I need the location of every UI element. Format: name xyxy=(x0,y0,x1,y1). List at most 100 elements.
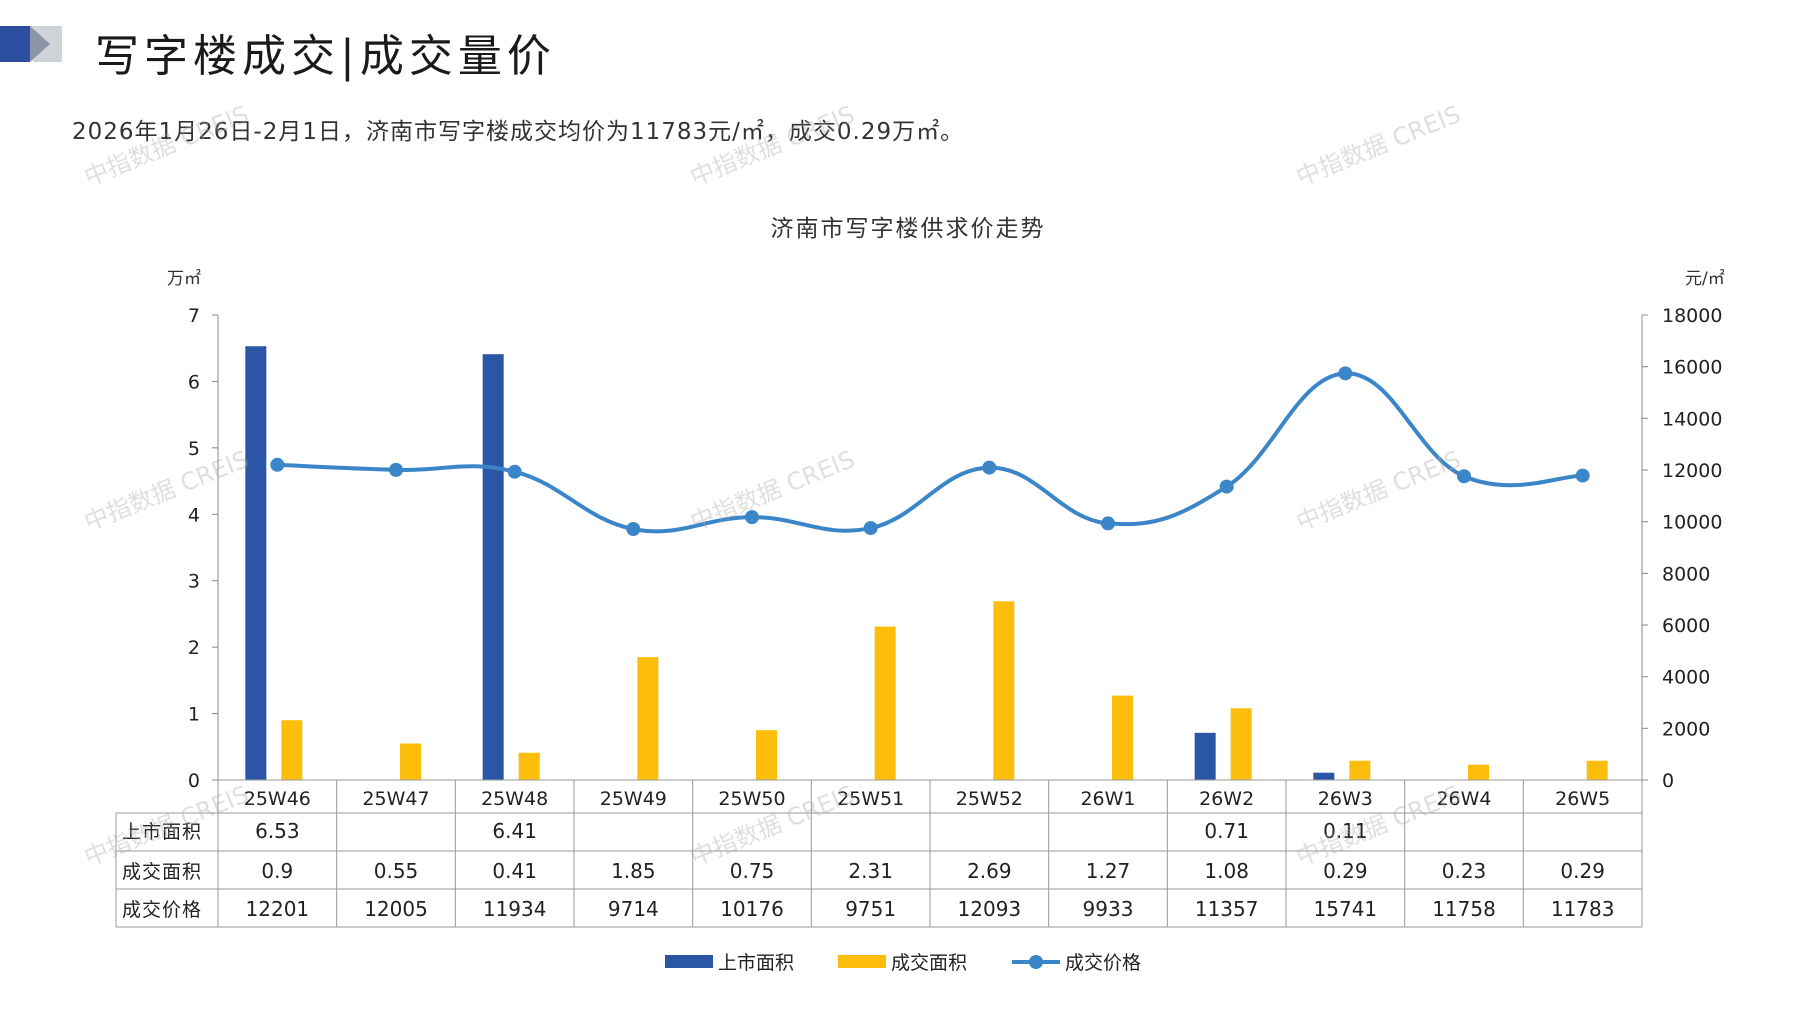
category-label: 25W47 xyxy=(362,788,429,810)
right-axis-tick-label: 18000 xyxy=(1662,305,1722,327)
category-label: 26W1 xyxy=(1080,788,1135,810)
right-axis-tick-label: 2000 xyxy=(1662,718,1710,740)
summary-text: 2026年1月26日-2月1日，济南市写字楼成交均价为11783元/㎡，成交0.… xyxy=(72,119,965,145)
bar-listing-area xyxy=(1194,732,1216,780)
category-label: 25W52 xyxy=(956,788,1023,810)
price-point xyxy=(389,462,403,477)
category-label: 26W4 xyxy=(1436,788,1491,810)
legend-price-label: 成交价格 xyxy=(1065,952,1141,974)
legend-traded-label: 成交面积 xyxy=(891,952,967,974)
table-cell-value: 6.53 xyxy=(255,819,300,843)
right-axis-tick-label: 14000 xyxy=(1662,408,1722,430)
right-axis-tick-label: 12000 xyxy=(1662,460,1722,482)
table-cell-value: 1.85 xyxy=(611,859,656,883)
category-label: 26W3 xyxy=(1318,788,1373,810)
chart-title: 济南市写字楼供求价走势 xyxy=(771,216,1046,242)
price-point xyxy=(863,521,878,536)
left-axis-tick-label: 2 xyxy=(188,637,200,659)
price-point xyxy=(1219,479,1234,494)
table-cell-value: 10176 xyxy=(720,897,784,921)
bar-traded-area xyxy=(756,730,777,780)
bar-traded-area xyxy=(518,752,540,780)
header-deco-mid-shape xyxy=(30,26,50,62)
table-cell-value: 9751 xyxy=(845,897,896,921)
legend-listing-label: 上市面积 xyxy=(718,952,794,974)
table-cell-value: 9714 xyxy=(608,897,659,921)
table-cell-value: 1.08 xyxy=(1204,859,1249,883)
table-cell-value: 0.29 xyxy=(1560,859,1605,883)
price-point xyxy=(1575,468,1590,483)
header-decoration xyxy=(0,26,62,62)
table-cell-value: 0.29 xyxy=(1323,859,1368,883)
bar-traded-area xyxy=(1230,708,1252,780)
left-axis-tick-label: 1 xyxy=(188,704,200,726)
category-label: 25W46 xyxy=(244,788,311,810)
bar-traded-area xyxy=(281,720,303,780)
category-label: 25W49 xyxy=(600,788,667,810)
table-cell-value: 0.11 xyxy=(1323,819,1368,843)
right-axis-tick-label: 6000 xyxy=(1662,615,1710,637)
bar-traded-area xyxy=(1468,764,1489,780)
table-cell-value: 11934 xyxy=(483,897,547,921)
legend-listing-swatch xyxy=(665,955,713,968)
table-row-header: 上市面积 xyxy=(122,821,202,843)
right-axis-tick-label: 8000 xyxy=(1662,563,1710,585)
table-cell-value: 12201 xyxy=(246,897,310,921)
right-axis-unit: 元/㎡ xyxy=(1685,269,1725,289)
category-label: 26W5 xyxy=(1555,788,1610,810)
bar-listing-area xyxy=(1313,772,1335,780)
legend-price-marker xyxy=(1029,955,1043,969)
price-point xyxy=(1457,469,1471,484)
bar-traded-area xyxy=(1112,695,1133,780)
price-point xyxy=(982,460,997,475)
table-cell-value: 6.41 xyxy=(492,819,537,843)
bar-listing-area xyxy=(482,354,504,780)
table-cell-value: 2.69 xyxy=(967,859,1012,883)
category-label: 26W2 xyxy=(1199,788,1254,810)
bar-traded-area xyxy=(400,743,421,780)
table-cell-value: 0.41 xyxy=(492,859,537,883)
bar-listing-area xyxy=(245,346,267,780)
price-point xyxy=(1338,366,1353,381)
left-axis-unit: 万㎡ xyxy=(167,269,201,289)
price-point xyxy=(1101,516,1115,531)
category-label: 25W48 xyxy=(481,788,548,810)
right-axis-tick-label: 16000 xyxy=(1662,357,1722,379)
table-cell-value: 9933 xyxy=(1083,897,1134,921)
price-point xyxy=(745,510,759,525)
right-axis-tick-label: 4000 xyxy=(1662,667,1710,689)
price-point xyxy=(626,522,641,537)
left-axis-tick-label: 0 xyxy=(188,770,200,792)
table-cell-value: 0.71 xyxy=(1204,819,1249,843)
price-point xyxy=(507,464,522,479)
table-cell-value: 11758 xyxy=(1432,897,1496,921)
right-axis-tick-label: 0 xyxy=(1662,770,1674,792)
left-axis-tick-label: 5 xyxy=(188,438,200,460)
table-cell-value: 11357 xyxy=(1195,897,1259,921)
right-axis-tick-label: 10000 xyxy=(1662,512,1722,534)
table-row-header: 成交价格 xyxy=(122,899,202,921)
category-label: 25W50 xyxy=(718,788,785,810)
table-cell-value: 11783 xyxy=(1551,897,1615,921)
left-axis-tick-label: 7 xyxy=(188,305,200,327)
bar-traded-area xyxy=(874,626,896,780)
table-cell-value: 0.9 xyxy=(261,859,293,883)
left-axis-tick-label: 4 xyxy=(188,504,200,526)
table-cell-value: 15741 xyxy=(1314,897,1378,921)
table-cell-value: 0.23 xyxy=(1442,859,1487,883)
legend-traded-swatch xyxy=(838,955,886,968)
bar-traded-area xyxy=(1586,760,1608,780)
table-cell-value: 2.31 xyxy=(848,859,893,883)
bar-traded-area xyxy=(993,601,1015,780)
table-row-header: 成交面积 xyxy=(122,861,202,883)
price-point xyxy=(270,457,285,472)
table-cell-value: 1.27 xyxy=(1086,859,1131,883)
table-cell-value: 0.75 xyxy=(730,859,775,883)
table-cell-value: 12093 xyxy=(958,897,1022,921)
table-cell-value: 0.55 xyxy=(374,859,419,883)
page-title: 写字楼成交|成交量价 xyxy=(95,31,556,82)
bar-traded-area xyxy=(1349,760,1371,780)
table-cell-value: 12005 xyxy=(364,897,428,921)
left-axis-tick-label: 3 xyxy=(188,571,200,593)
